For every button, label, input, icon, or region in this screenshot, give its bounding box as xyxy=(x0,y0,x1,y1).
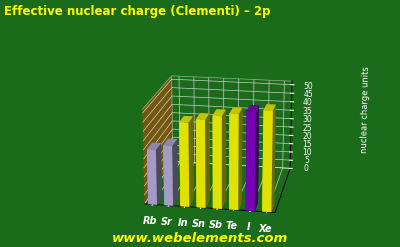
Text: Effective nuclear charge (Clementi) – 2p: Effective nuclear charge (Clementi) – 2p xyxy=(4,5,270,18)
Text: www.webelements.com: www.webelements.com xyxy=(112,231,288,245)
